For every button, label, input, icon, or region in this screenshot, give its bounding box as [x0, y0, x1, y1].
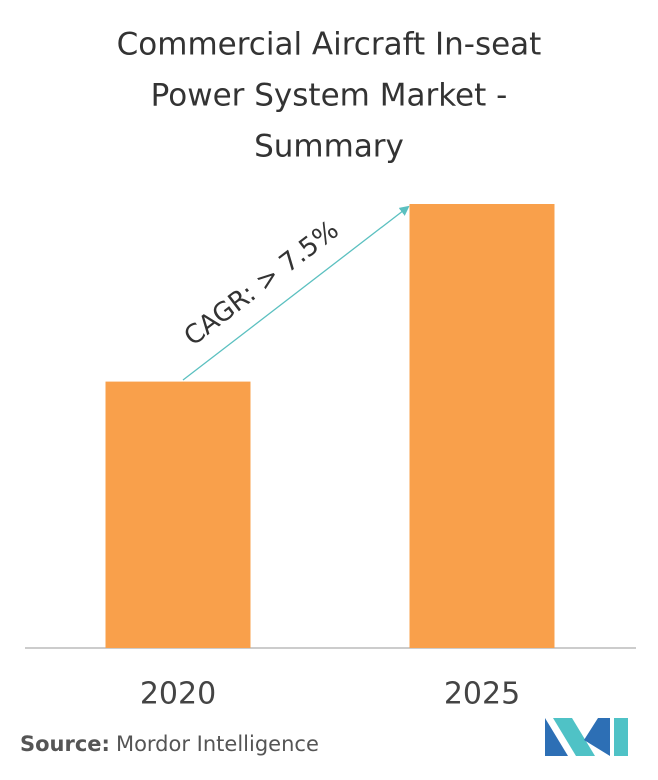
x-tick-label: 2025 [444, 677, 520, 712]
bar [409, 204, 555, 648]
title-line: Summary [254, 129, 404, 165]
chart-title: Commercial Aircraft In-seat Power System… [117, 27, 542, 165]
bar [105, 381, 251, 648]
source-label: Source: [20, 732, 110, 756]
source: Source: Mordor Intelligence [20, 732, 319, 756]
title-line: Commercial Aircraft In-seat [117, 27, 542, 63]
logo [545, 718, 628, 756]
source-name: Mordor Intelligence [116, 732, 319, 756]
title-line: Power System Market - [151, 78, 508, 114]
cagr-arrow [182, 205, 410, 381]
x-tick-label: 2020 [140, 677, 216, 712]
